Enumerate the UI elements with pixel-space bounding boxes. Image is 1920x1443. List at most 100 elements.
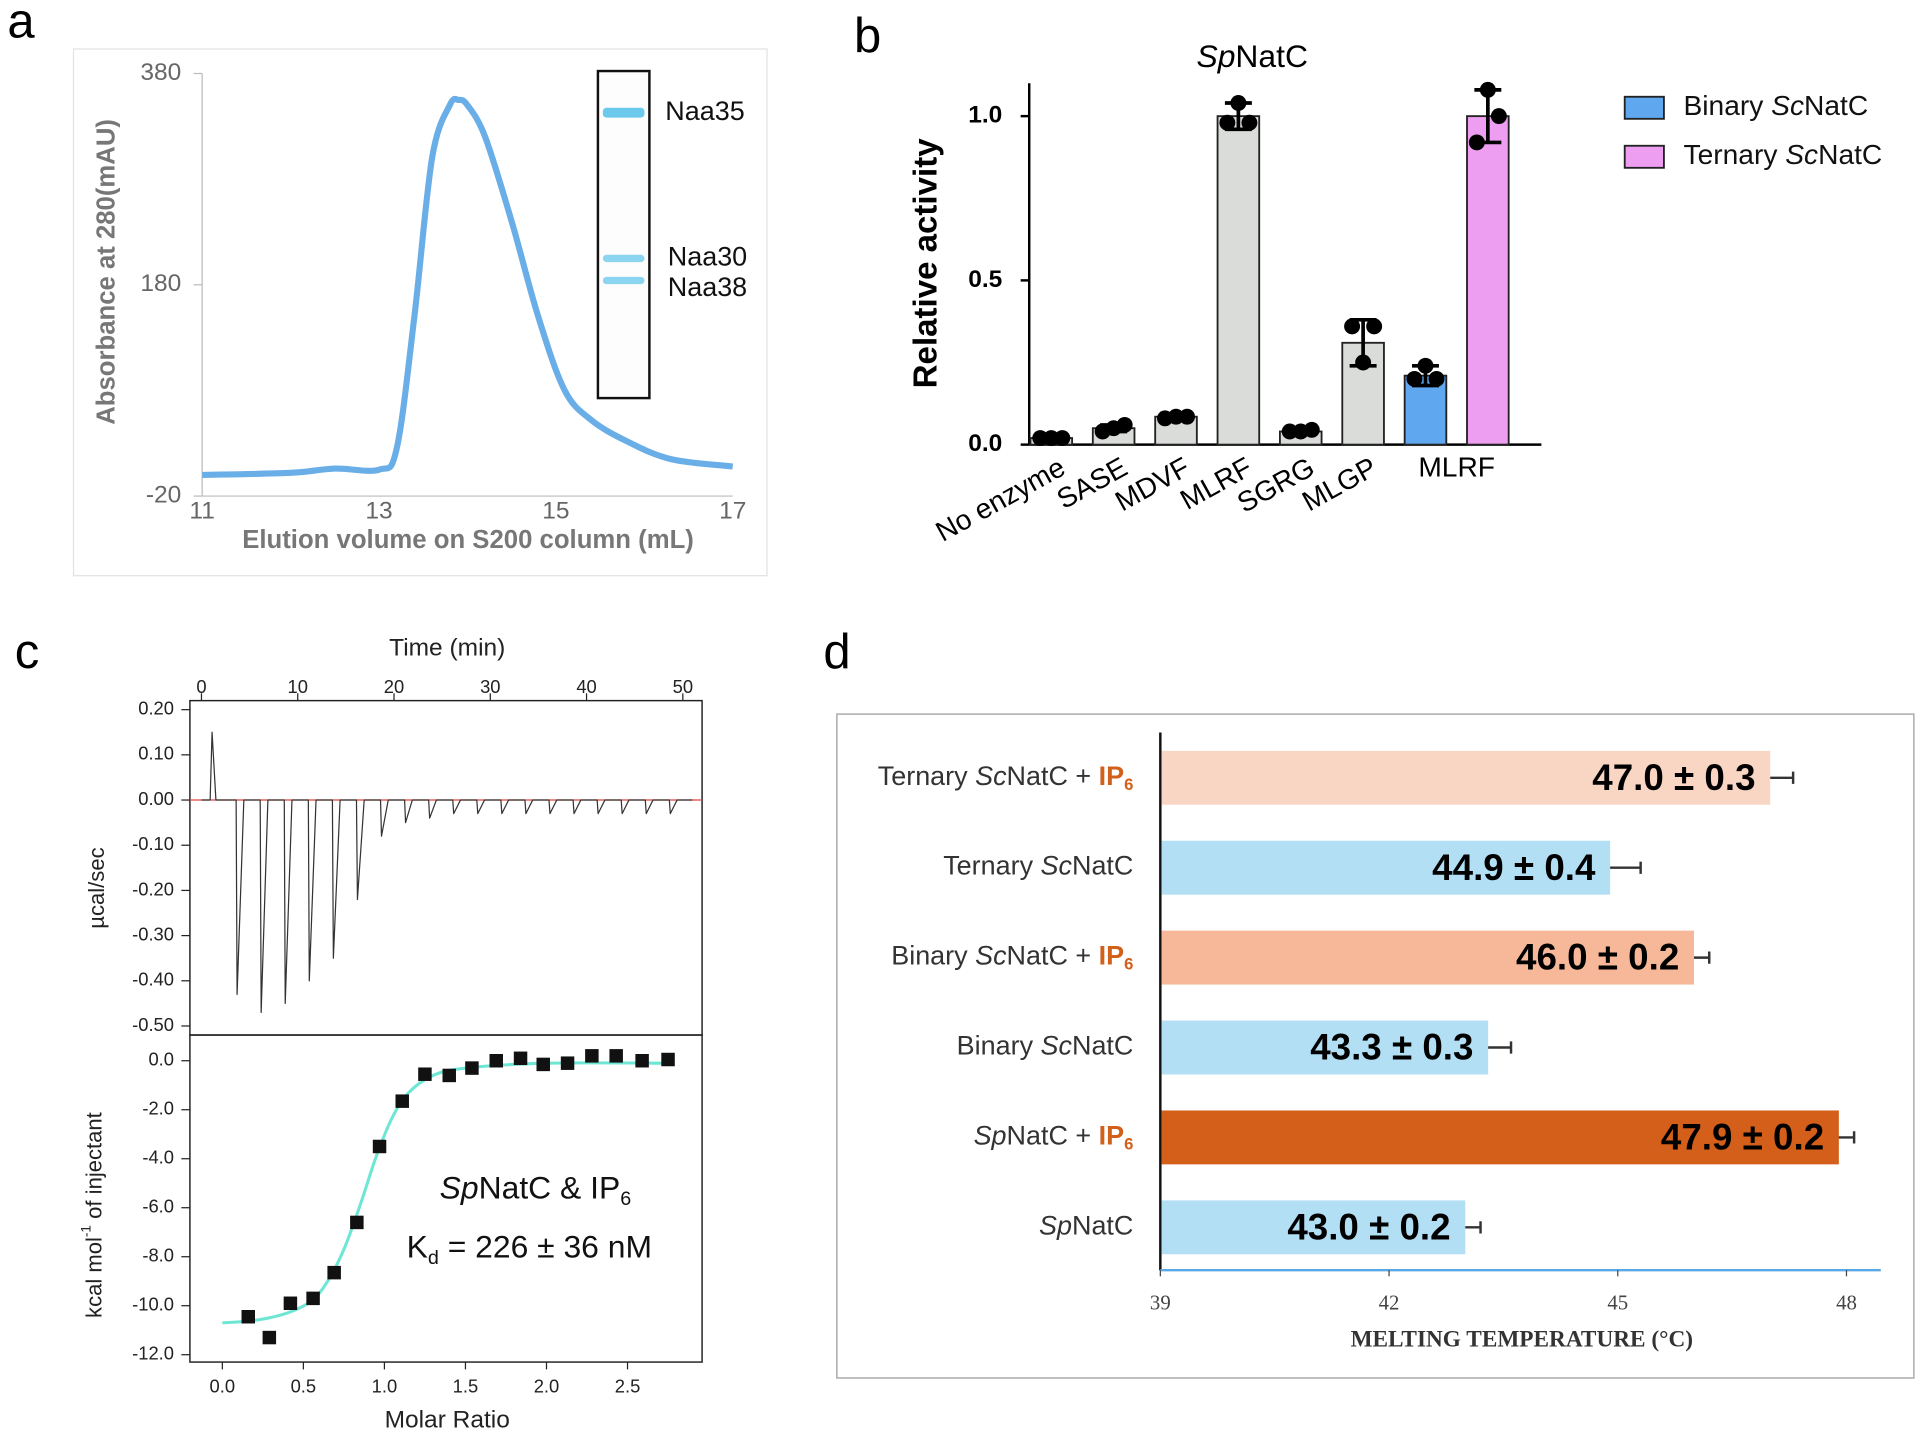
data-point	[283, 1296, 298, 1311]
x-tick-label: 13	[365, 497, 392, 524]
replicate-dot	[1219, 114, 1236, 131]
replicate-dot	[1479, 81, 1496, 98]
text-segment: NatC	[1072, 1210, 1133, 1240]
x-tick-label: 1.0	[372, 1376, 398, 1397]
data-point	[241, 1310, 256, 1324]
x-tick-label: 17	[719, 497, 746, 524]
data-line	[202, 95, 734, 479]
y-tick-label: -0.40	[132, 969, 174, 990]
value-label: 47.0 ± 0.3	[1592, 757, 1755, 798]
x-tick-label: 0.5	[291, 1376, 317, 1397]
bar	[1161, 1020, 1489, 1075]
plot-frame	[189, 699, 703, 1036]
x-tick-label: 1.5	[453, 1376, 479, 1397]
legend-label: Binary ScNatC	[1684, 89, 1869, 121]
replicate-dot	[1230, 95, 1247, 111]
text-segment: Binary	[957, 1031, 1041, 1061]
y-tick-label: Ternary ScNatC	[943, 851, 1133, 881]
x-tick-label: 10	[288, 676, 308, 697]
x-tick-label: 20	[384, 676, 404, 697]
text-segment: NatC	[1804, 89, 1868, 121]
replicate-dot	[1054, 430, 1071, 447]
replicate-dot	[1303, 421, 1320, 438]
gel	[596, 69, 651, 400]
y-tick-label: SpNatC + IP6	[974, 1121, 1134, 1154]
bar	[1161, 1110, 1839, 1165]
y-axis-label: µcal/sec	[84, 847, 109, 928]
text-segment: K	[407, 1229, 428, 1265]
text-segment: NatC +	[1007, 1121, 1099, 1151]
gel-band	[602, 276, 645, 285]
y-tick-label: 0.00	[138, 788, 174, 809]
replicate-dot	[1406, 370, 1423, 387]
x-tick-label: 48	[1836, 1290, 1857, 1314]
value-label: 47.9 ± 0.2	[1661, 1117, 1824, 1158]
gel-band	[602, 107, 645, 118]
data-point	[609, 1049, 623, 1063]
legend-swatch	[1623, 144, 1665, 169]
y-tick-label: -2.0	[142, 1098, 174, 1119]
x-tick-label: 11	[189, 497, 214, 524]
y-tick-label: 380	[140, 59, 181, 86]
panel-letter: c	[15, 625, 40, 679]
replicate-dot	[1032, 430, 1049, 447]
band-label: Naa30	[668, 242, 747, 272]
text-segment: Ternary	[878, 761, 975, 791]
text-segment: of injectant	[81, 1112, 106, 1225]
value-label: 44.9 ± 0.4	[1432, 847, 1596, 888]
x-axis-label: Time (min)	[389, 635, 505, 662]
text-segment: NatC	[1072, 1031, 1133, 1061]
text-segment: 6	[620, 1188, 631, 1210]
annotation: SpNatC & IP6	[440, 1170, 632, 1210]
text-segment: -1	[78, 1225, 93, 1237]
y-tick-label: 180	[140, 270, 181, 297]
replicate-dot	[1281, 423, 1298, 440]
text-segment: Binary	[1684, 89, 1772, 121]
text-segment: kcal mol	[81, 1237, 106, 1318]
y-tick-label: -8.0	[142, 1245, 174, 1266]
plot-frame	[189, 1034, 703, 1363]
x-axis-label: Molar Ratio	[385, 1406, 510, 1433]
y-tick-label: Binary ScNatC + IP6	[891, 941, 1133, 974]
data-point	[395, 1094, 409, 1108]
y-tick-label: -0.10	[132, 833, 174, 854]
panel-frame	[72, 48, 768, 577]
y-tick-label: 0.0	[148, 1049, 174, 1070]
x-tick-label: 39	[1150, 1290, 1171, 1314]
x-tick-label: 2.5	[615, 1376, 641, 1397]
data-point	[661, 1052, 675, 1067]
data-point	[465, 1061, 479, 1075]
x-tick-label: 15	[542, 497, 569, 524]
bar	[1216, 115, 1261, 446]
bar	[1161, 840, 1611, 895]
data-point	[372, 1139, 387, 1154]
value-label: 43.0 ± 0.2	[1287, 1206, 1450, 1247]
x-tick-label: 2.0	[534, 1376, 560, 1397]
y-tick-label: 0.20	[138, 698, 174, 719]
bar	[1161, 1200, 1466, 1255]
text-segment: NatC	[1072, 851, 1133, 881]
bar	[1466, 115, 1510, 446]
text-segment: Sc	[975, 761, 1007, 791]
y-tick-label: -6.0	[142, 1196, 174, 1217]
panel-letter: b	[854, 9, 881, 63]
y-axis-label: kcal mol-1 of injectant	[78, 1112, 106, 1318]
text-segment: Sp	[440, 1170, 479, 1206]
text-segment: IP	[1099, 941, 1124, 971]
x-axis-label: MELTING TEMPERATURE (°C)	[1351, 1327, 1693, 1353]
text-segment: IP	[1099, 761, 1124, 791]
y-tick-label: -20	[146, 482, 181, 509]
replicate-dot	[1355, 354, 1372, 371]
y-tick-label: -12.0	[132, 1343, 174, 1364]
x-tick-label: No enzyme	[930, 450, 1070, 547]
band-label: Naa38	[668, 272, 747, 302]
x-tick-label: 30	[480, 676, 500, 697]
replicate-dot	[1344, 318, 1361, 335]
replicate-dot	[1179, 408, 1196, 425]
y-tick-label: SpNatC	[1039, 1210, 1133, 1240]
text-segment: Sc	[1041, 851, 1073, 881]
replicate-dot	[1116, 416, 1133, 433]
legend-label: Ternary ScNatC	[1684, 138, 1883, 170]
